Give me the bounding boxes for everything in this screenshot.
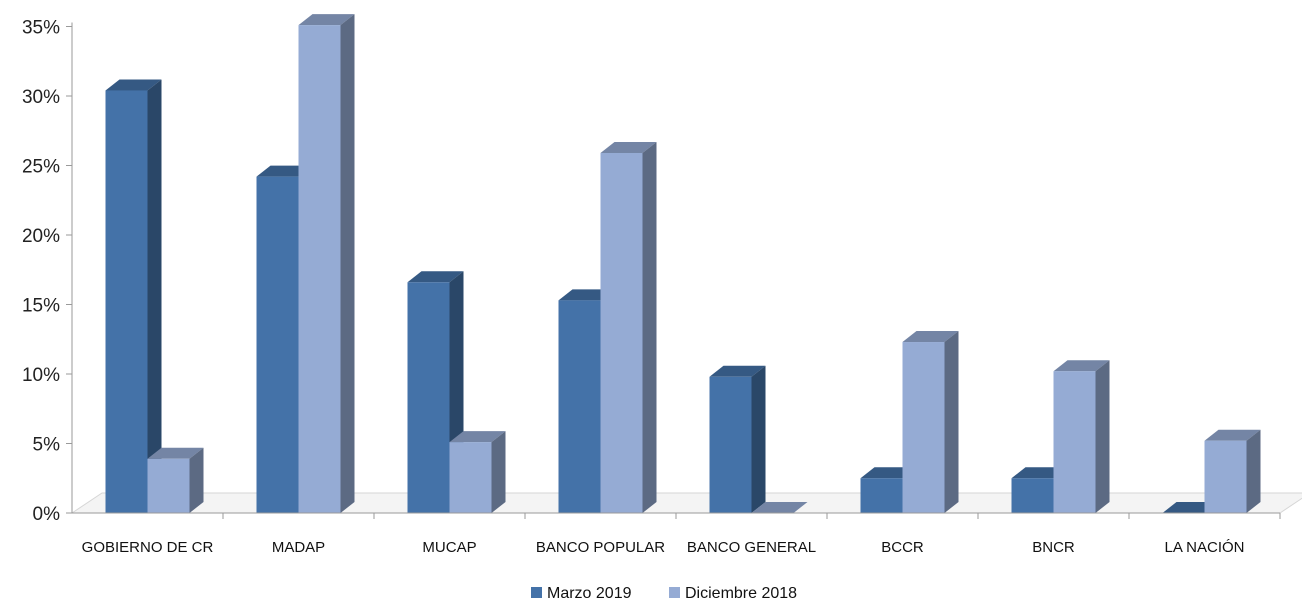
legend-item: Marzo 2019 bbox=[531, 585, 632, 601]
bar-top bbox=[751, 502, 808, 513]
bar-front bbox=[298, 25, 341, 514]
category-label: BANCO POPULAR bbox=[536, 539, 665, 556]
category-label: BNCR bbox=[1032, 539, 1075, 556]
bar-front bbox=[1053, 371, 1096, 513]
y-tick-label: 30% bbox=[22, 87, 60, 108]
y-tick-label: 20% bbox=[22, 226, 60, 247]
y-axis: 0% 5% 10% 15% 20% 25% 30% 35% bbox=[22, 18, 73, 525]
bar bbox=[449, 431, 506, 513]
bar-front bbox=[709, 376, 752, 513]
bar-top bbox=[709, 365, 766, 377]
bar-front bbox=[1204, 440, 1247, 513]
bar bbox=[600, 141, 657, 514]
bar-side bbox=[340, 14, 355, 514]
bar-top bbox=[407, 271, 464, 283]
bar-top bbox=[298, 14, 355, 26]
bar bbox=[709, 365, 766, 513]
legend-swatch bbox=[669, 587, 680, 598]
y-tick-label: 35% bbox=[22, 18, 60, 39]
bar-front bbox=[256, 176, 299, 513]
y-tick-label: 15% bbox=[22, 296, 60, 317]
bar-top bbox=[147, 447, 204, 459]
category-label: BCCR bbox=[881, 539, 924, 556]
bar-side bbox=[642, 141, 657, 514]
bar bbox=[1053, 360, 1110, 513]
category-label: LA NACIÓN bbox=[1164, 539, 1244, 556]
category-label: BANCO GENERAL bbox=[687, 539, 816, 556]
bar-top bbox=[1053, 360, 1110, 372]
bar bbox=[407, 271, 464, 513]
bar-side bbox=[944, 331, 959, 513]
bar-side bbox=[1246, 429, 1261, 513]
bar-side bbox=[751, 365, 766, 513]
bar-front bbox=[902, 342, 945, 513]
bar bbox=[147, 447, 204, 513]
bar bbox=[105, 79, 162, 513]
legend-label: Marzo 2019 bbox=[547, 585, 632, 601]
bar bbox=[298, 14, 355, 514]
bar-top bbox=[449, 431, 506, 443]
y-tick-label: 5% bbox=[33, 435, 61, 456]
legend-swatch bbox=[531, 587, 542, 598]
bar-front bbox=[407, 282, 450, 513]
bar-top bbox=[1204, 429, 1261, 441]
bar-side bbox=[491, 431, 506, 513]
bar-top bbox=[600, 141, 657, 153]
bar-side bbox=[189, 447, 204, 513]
bar-front bbox=[147, 458, 190, 513]
bar-side bbox=[147, 79, 162, 513]
bar-front bbox=[860, 478, 903, 513]
y-tick-label: 25% bbox=[22, 157, 60, 178]
bar-front bbox=[600, 152, 643, 514]
y-tick-label: 0% bbox=[33, 504, 61, 525]
bar-top bbox=[105, 79, 162, 91]
bar-side bbox=[1095, 360, 1110, 513]
legend-item: Diciembre 2018 bbox=[669, 585, 797, 601]
bar-front bbox=[558, 300, 601, 513]
category-label: GOBIERNO DE CR bbox=[82, 539, 214, 556]
x-axis: GOBIERNO DE CR MADAP MUCAP BANCO POPULAR BAN… bbox=[72, 512, 1281, 556]
bar-top bbox=[902, 331, 959, 343]
category-label: MADAP bbox=[272, 539, 325, 556]
bar-front bbox=[449, 442, 492, 513]
bars-group bbox=[105, 14, 1261, 514]
legend: Marzo 2019 Diciembre 2018 bbox=[531, 585, 797, 601]
bar-front bbox=[105, 90, 148, 513]
legend-label: Diciembre 2018 bbox=[685, 585, 797, 601]
bar-front bbox=[1011, 478, 1054, 513]
bar bbox=[751, 502, 808, 513]
category-label: MUCAP bbox=[422, 539, 476, 556]
bar bbox=[902, 331, 959, 513]
y-tick-label: 10% bbox=[22, 365, 60, 386]
bar bbox=[1204, 429, 1261, 513]
